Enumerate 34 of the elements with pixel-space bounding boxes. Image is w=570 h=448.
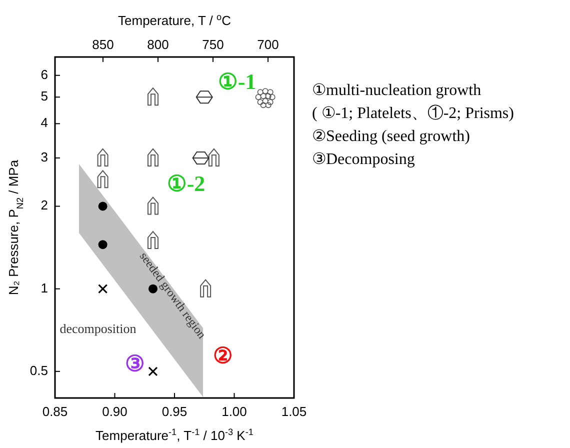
x2-tick-label: 850 — [92, 37, 114, 52]
text: ③Decomposing — [312, 151, 415, 168]
text: ( ①-1; Platelets、①-2; Prisms) — [312, 104, 514, 122]
x-tick-label: 1.00 — [222, 404, 247, 419]
x-tick-label: 0.95 — [162, 404, 188, 419]
y-tick-label: 1 — [40, 280, 48, 296]
x-tick-label: 0.90 — [102, 404, 128, 419]
x2-axis-title: Temperature, T / $^{o}$C — [118, 12, 231, 28]
point — [148, 284, 158, 294]
text: ①multi-nucleation growth — [312, 82, 482, 99]
point — [196, 90, 213, 104]
y-tick-label: 2 — [40, 198, 48, 213]
annotation: ①-1 — [218, 69, 256, 94]
annotation: ② — [213, 343, 233, 368]
point — [192, 151, 210, 164]
point — [148, 366, 158, 376]
text: ②Seeding (seed growth) — [312, 128, 470, 145]
point — [98, 240, 108, 250]
annotation: ①-2 — [166, 171, 206, 196]
x-axis-title: Temperature$^{-1}$, T$^{-1}$ / 10$^{-3}$ K$^{-1}$ — [96, 427, 254, 443]
y-tick-label: 6 — [40, 66, 48, 82]
x-tick-label: 0.85 — [42, 404, 68, 419]
x2-tick-label: 700 — [257, 37, 279, 52]
point — [98, 284, 108, 294]
x2-tick-label: 800 — [147, 37, 169, 52]
annotation: decomposition — [60, 320, 137, 336]
y-tick-label: 4 — [40, 115, 48, 130]
y-tick-label: 0.5 — [30, 362, 48, 378]
point — [98, 202, 108, 211]
y-tick-label: 3 — [40, 149, 48, 164]
x2-tick-label: 750 — [202, 37, 224, 52]
annotation: ③ — [125, 351, 145, 376]
x-tick-label: 1.05 — [281, 404, 307, 419]
y-tick-label: 5 — [40, 88, 48, 104]
